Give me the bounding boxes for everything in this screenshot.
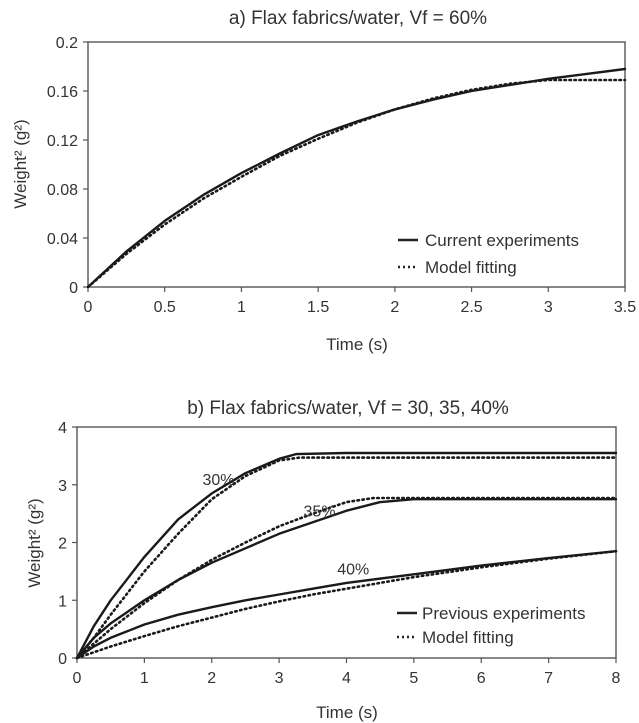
chart-b-series-0-solid-line	[75, 451, 618, 660]
chart-b-x-tick-label: 6	[477, 670, 486, 687]
chart-a-plot-frame	[87, 41, 626, 288]
chart-b-series-2-solid-line	[75, 498, 618, 660]
chart-a-title: a) Flax fabrics/water, Vf = 60%	[229, 8, 487, 29]
chart-b-y-axis-label: Weight² (g²)	[25, 498, 44, 587]
chart-b-x-tick-label: 8	[612, 670, 621, 687]
chart-b-y-tick-label: 3	[58, 478, 67, 495]
chart-a-y-tick-label: 0.08	[47, 182, 78, 199]
chart-b-series-3-dotted-line	[75, 496, 618, 660]
chart-a-legend: Current experiments Model fitting	[398, 231, 579, 277]
chart-b-y-tick-label: 2	[58, 536, 67, 553]
chart-b: b) Flax fabrics/water, Vf = 30, 35, 40% …	[25, 398, 621, 722]
chart-a-y-tick-label: 0.2	[56, 35, 78, 52]
chart-b-series-4-solid-line	[75, 550, 618, 660]
chart-a-y-tick-label: 0.04	[47, 231, 78, 248]
chart-b-series-1-dotted-line	[75, 456, 618, 660]
chart-a-x-tick-label: 1	[237, 299, 246, 316]
chart-a-y-tick-label: 0.12	[47, 133, 78, 150]
chart-a-series-1-dotted-line	[86, 78, 627, 289]
chart-b-annotation: 40%	[337, 561, 369, 578]
chart-b-title: b) Flax fabrics/water, Vf = 30, 35, 40%	[187, 398, 509, 419]
chart-b-x-tick-label: 2	[207, 670, 216, 687]
chart-b-legend-label-2: Model fitting	[422, 628, 514, 647]
chart-a-y-axis-label: Weight² (g²)	[11, 119, 30, 208]
chart-a: a) Flax fabrics/water, Vf = 60% 0 0.04 0.0…	[11, 8, 636, 354]
chart-b-x-tick-label: 5	[409, 670, 418, 687]
chart-b-legend: Previous experiments Model fitting	[397, 604, 585, 647]
chart-a-x-tick-label: 0.5	[154, 299, 176, 316]
chart-a-y-ticks: 0 0.04 0.08 0.12 0.16 0.2	[47, 35, 88, 297]
chart-a-x-tick-label: 2	[390, 299, 399, 316]
chart-a-x-tick-label: 0	[84, 299, 93, 316]
chart-b-y-tick-label: 4	[58, 420, 67, 437]
chart-a-x-tick-label: 1.5	[307, 299, 329, 316]
chart-b-x-ticks: 0 1 2 3 4 5 6 7 8	[73, 658, 621, 687]
chart-a-lines	[86, 67, 627, 289]
chart-b-annotation: 30%	[202, 472, 234, 489]
chart-a-x-tick-label: 2.5	[460, 299, 482, 316]
chart-b-annotations: 30% 35% 40%	[202, 472, 369, 579]
chart-a-x-tick-label: 3.5	[614, 299, 636, 316]
chart-a-series-0-solid-line	[86, 67, 627, 289]
chart-b-y-tick-label: 1	[58, 593, 67, 610]
chart-a-x-tick-label: 3	[544, 299, 553, 316]
chart-b-legend-label-1: Previous experiments	[422, 604, 585, 623]
chart-a-y-tick-label: 0.16	[47, 84, 78, 101]
chart-b-lines	[75, 451, 618, 660]
chart-a-x-axis-label: Time (s)	[326, 335, 388, 354]
chart-b-x-axis-label: Time (s)	[316, 703, 378, 722]
chart-b-annotation: 35%	[304, 504, 336, 521]
chart-b-y-ticks: 0 1 2 3 4	[58, 420, 77, 668]
chart-a-legend-label-2: Model fitting	[425, 258, 517, 277]
chart-b-series-5-dotted-line	[75, 549, 618, 660]
chart-b-x-tick-label: 3	[275, 670, 284, 687]
chart-b-x-tick-label: 4	[342, 670, 351, 687]
chart-b-y-tick-label: 0	[58, 651, 67, 668]
chart-a-legend-label-1: Current experiments	[425, 231, 579, 250]
chart-b-x-tick-label: 7	[544, 670, 553, 687]
chart-b-x-tick-label: 0	[73, 670, 82, 687]
chart-b-x-tick-label: 1	[140, 670, 149, 687]
chart-a-x-ticks: 0 0.5 1 1.5 2 2.5 3 3.5	[84, 287, 636, 316]
chart-a-y-tick-label: 0	[69, 280, 78, 297]
